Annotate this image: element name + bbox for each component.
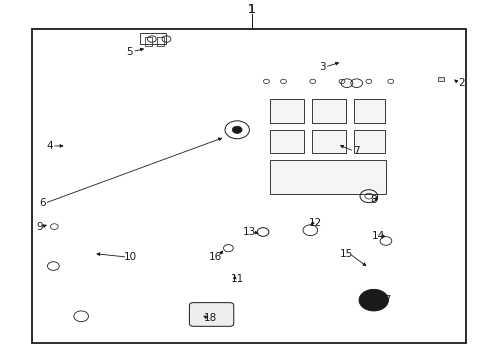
Bar <box>353 130 385 153</box>
Bar <box>311 99 345 123</box>
Circle shape <box>232 126 242 134</box>
Text: 17: 17 <box>379 295 392 305</box>
Bar <box>269 160 385 194</box>
Bar <box>140 33 166 44</box>
Text: 12: 12 <box>308 218 321 228</box>
Text: 6: 6 <box>39 198 45 208</box>
Text: 10: 10 <box>123 252 136 262</box>
Text: 3: 3 <box>319 62 325 72</box>
Text: 13: 13 <box>242 227 256 237</box>
Circle shape <box>367 296 379 305</box>
Bar <box>353 99 385 123</box>
Bar <box>269 130 304 153</box>
Text: 4: 4 <box>46 141 53 151</box>
Text: 1: 1 <box>247 3 255 16</box>
Bar <box>311 130 345 153</box>
FancyBboxPatch shape <box>189 303 233 326</box>
Circle shape <box>358 289 387 311</box>
Text: 18: 18 <box>203 313 217 323</box>
Text: 1: 1 <box>247 3 255 16</box>
Text: 7: 7 <box>353 146 359 156</box>
Text: 8: 8 <box>369 195 376 205</box>
Text: 15: 15 <box>340 248 353 258</box>
Text: 2: 2 <box>457 78 464 88</box>
Bar <box>32 30 466 343</box>
Text: 5: 5 <box>126 46 133 57</box>
Bar <box>144 37 152 45</box>
Bar <box>157 37 163 45</box>
Text: 11: 11 <box>230 274 244 284</box>
Text: 9: 9 <box>36 222 43 231</box>
Bar <box>269 99 304 123</box>
Text: 14: 14 <box>371 231 385 240</box>
Bar <box>437 77 443 81</box>
Text: 16: 16 <box>208 252 222 262</box>
